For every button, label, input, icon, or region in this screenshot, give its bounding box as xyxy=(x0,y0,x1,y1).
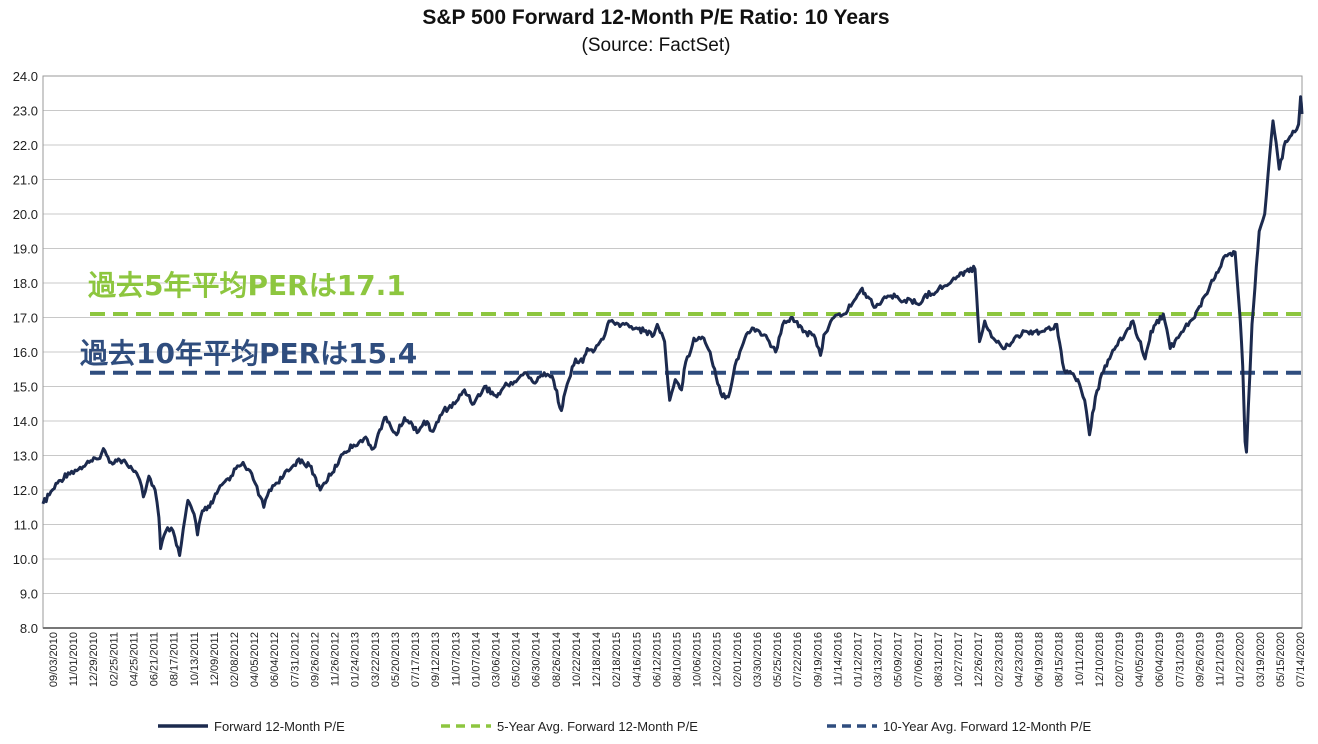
pe-series xyxy=(41,95,1304,557)
legend-label: Forward 12-Month P/E xyxy=(214,719,345,734)
y-tick-label: 16.0 xyxy=(13,345,38,360)
x-tick-label: 07/22/2016 xyxy=(792,632,804,687)
chart-title: S&P 500 Forward 12-Month P/E Ratio: 10 Y… xyxy=(422,6,889,29)
x-axis-ticks: 09/03/2010 11/01/2010 12/29/2010 02/25/2011… xyxy=(48,632,1307,687)
x-tick-label: 03/19/2020 xyxy=(1255,632,1267,687)
x-tick-label: 09/26/2012 xyxy=(309,632,321,687)
x-tick-label: 01/12/2017 xyxy=(853,632,865,687)
x-tick-label: 03/22/2013 xyxy=(370,632,382,687)
x-tick-label: 10/27/2017 xyxy=(953,632,965,687)
x-tick-label: 07/31/2012 xyxy=(289,632,301,687)
x-tick-label: 05/20/2013 xyxy=(390,632,402,687)
x-tick-label: 10/13/2011 xyxy=(189,632,201,686)
y-tick-label: 23.0 xyxy=(13,104,38,119)
y-tick-label: 17.0 xyxy=(13,311,38,326)
x-tick-label: 06/21/2011 xyxy=(149,632,161,686)
y-tick-label: 10.0 xyxy=(13,552,38,567)
annotation-10yr-avg: 過去10年平均PERは15.4 xyxy=(80,337,417,370)
x-tick-label: 06/04/2019 xyxy=(1154,632,1166,687)
y-tick-label: 20.0 xyxy=(13,207,38,222)
legend: Forward 12-Month P/E 5-Year Avg. Forward … xyxy=(158,719,1091,734)
y-tick-label: 9.0 xyxy=(20,587,38,602)
x-tick-label: 11/21/2019 xyxy=(1215,632,1227,686)
x-tick-label: 06/12/2015 xyxy=(651,632,663,687)
x-tick-label: 08/26/2014 xyxy=(551,632,563,687)
x-tick-label: 10/06/2015 xyxy=(692,632,704,687)
x-tick-label: 07/17/2013 xyxy=(410,632,422,687)
x-tick-label: 12/29/2010 xyxy=(88,632,100,687)
y-tick-label: 12.0 xyxy=(13,483,38,498)
y-tick-label: 19.0 xyxy=(13,242,38,257)
x-tick-label: 11/01/2010 xyxy=(68,632,80,686)
x-tick-label: 04/16/2015 xyxy=(631,632,643,687)
x-tick-label: 08/31/2017 xyxy=(933,632,945,687)
annotation-5yr-avg: 過去5年平均PERは17.1 xyxy=(88,269,406,302)
x-tick-label: 06/30/2014 xyxy=(531,632,543,687)
x-tick-label: 09/12/2013 xyxy=(430,632,442,687)
x-tick-label: 03/06/2014 xyxy=(490,632,502,687)
legend-label: 5-Year Avg. Forward 12-Month P/E xyxy=(497,719,698,734)
x-tick-label: 05/02/2014 xyxy=(511,632,523,687)
x-tick-label: 02/18/2015 xyxy=(611,632,623,687)
x-tick-label: 04/23/2018 xyxy=(1013,632,1025,687)
x-tick-label: 06/04/2012 xyxy=(269,632,281,687)
x-tick-label: 03/30/2016 xyxy=(752,632,764,687)
x-tick-label: 03/13/2017 xyxy=(873,632,885,687)
y-tick-label: 21.0 xyxy=(13,173,38,188)
x-tick-label: 02/01/2016 xyxy=(732,632,744,687)
y-tick-label: 11.0 xyxy=(14,518,38,533)
y-tick-label: 24.0 xyxy=(13,69,38,84)
x-tick-label: 12/10/2018 xyxy=(1094,632,1106,687)
y-tick-label: 8.0 xyxy=(20,621,38,636)
x-tick-label: 04/25/2011 xyxy=(128,632,140,686)
y-axis-ticks: 8.0 9.0 10.0 11.0 12.0 13.0 14.0 15.0 16.0 17.0 18… xyxy=(13,69,38,636)
x-tick-label: 05/15/2020 xyxy=(1275,632,1287,687)
x-tick-label: 08/10/2015 xyxy=(672,632,684,687)
pe-line xyxy=(41,95,1304,557)
x-tick-label: 12/09/2011 xyxy=(209,632,221,686)
x-tick-label: 10/22/2014 xyxy=(571,632,583,687)
x-tick-label: 09/19/2016 xyxy=(812,632,824,687)
x-tick-label: 07/06/2017 xyxy=(913,632,925,687)
x-tick-label: 10/11/2018 xyxy=(1074,632,1086,686)
x-tick-label: 08/17/2011 xyxy=(169,632,181,686)
x-tick-label: 09/03/2010 xyxy=(48,632,60,687)
x-tick-label: 01/22/2020 xyxy=(1235,632,1247,687)
x-tick-label: 02/07/2019 xyxy=(1114,632,1126,687)
y-tick-label: 22.0 xyxy=(13,138,38,153)
x-tick-label: 06/19/2018 xyxy=(1034,632,1046,687)
x-tick-label: 08/15/2018 xyxy=(1054,632,1066,687)
x-tick-label: 01/07/2014 xyxy=(470,632,482,687)
x-tick-label: 12/26/2017 xyxy=(973,632,985,687)
x-tick-label: 01/24/2013 xyxy=(350,632,362,687)
x-tick-label: 02/23/2018 xyxy=(993,632,1005,687)
x-tick-label: 02/08/2012 xyxy=(229,632,241,687)
x-tick-label: 11/07/2013 xyxy=(450,632,462,686)
y-tick-label: 13.0 xyxy=(13,449,38,464)
average-lines xyxy=(90,312,1302,375)
x-tick-label: 04/05/2012 xyxy=(249,632,261,687)
legend-label: 10-Year Avg. Forward 12-Month P/E xyxy=(883,719,1091,734)
x-tick-label: 07/31/2019 xyxy=(1174,632,1186,687)
x-tick-label: 07/14/2020 xyxy=(1295,632,1307,687)
chart-subtitle: (Source: FactSet) xyxy=(582,35,731,56)
x-tick-label: 12/18/2014 xyxy=(591,632,603,687)
x-tick-label: 02/25/2011 xyxy=(108,632,120,686)
x-tick-label: 09/26/2019 xyxy=(1194,632,1206,687)
y-tick-label: 14.0 xyxy=(13,414,38,429)
x-tick-label: 04/05/2019 xyxy=(1134,632,1146,687)
x-tick-label: 05/25/2016 xyxy=(772,632,784,687)
y-tick-label: 15.0 xyxy=(13,380,38,395)
y-tick-label: 18.0 xyxy=(13,276,38,291)
x-tick-label: 11/14/2016 xyxy=(832,632,844,686)
x-tick-label: 11/26/2012 xyxy=(330,632,342,686)
x-tick-label: 12/02/2015 xyxy=(712,632,724,687)
x-tick-label: 05/09/2017 xyxy=(893,632,905,687)
